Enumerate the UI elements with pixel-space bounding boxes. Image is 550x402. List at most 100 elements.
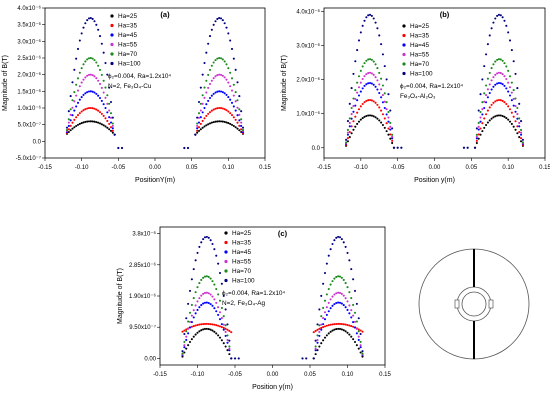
data-point xyxy=(492,116,495,119)
data-point xyxy=(73,91,76,94)
data-point xyxy=(342,329,345,332)
data-point xyxy=(220,282,223,285)
data-point xyxy=(93,107,96,110)
data-point xyxy=(69,129,72,132)
data-point xyxy=(322,323,325,326)
data-point xyxy=(357,75,361,78)
data-point xyxy=(490,117,493,120)
data-point xyxy=(520,140,523,143)
data-point xyxy=(490,88,493,91)
data-point xyxy=(98,122,102,125)
legend-entry: Ha=100 xyxy=(118,61,141,68)
data-point xyxy=(391,135,394,138)
data-point xyxy=(208,35,212,38)
data-point xyxy=(376,117,379,120)
data-point xyxy=(108,116,111,119)
data-point xyxy=(520,128,523,132)
data-point xyxy=(342,278,345,282)
data-point xyxy=(488,83,491,86)
x-tick-label: 0.10 xyxy=(342,372,354,378)
data-point xyxy=(227,110,230,113)
data-point xyxy=(481,78,484,81)
data-point xyxy=(356,122,359,126)
data-point xyxy=(374,85,377,88)
legend-entry: Ha=25 xyxy=(118,13,137,20)
data-point xyxy=(106,111,109,114)
data-point xyxy=(337,275,340,278)
data-point xyxy=(78,71,81,74)
data-point xyxy=(342,241,345,244)
data-point xyxy=(227,32,230,35)
gap-data-point xyxy=(462,146,466,149)
data-point xyxy=(365,73,368,76)
data-point xyxy=(67,130,70,134)
data-point xyxy=(98,35,102,38)
data-point xyxy=(67,121,70,124)
data-point xyxy=(496,82,499,85)
series-ha100 xyxy=(181,235,364,360)
data-point xyxy=(197,100,201,104)
data-point xyxy=(97,79,100,82)
data-point xyxy=(203,322,207,326)
data-point xyxy=(205,275,208,278)
data-point xyxy=(374,76,377,79)
data-point xyxy=(108,122,111,125)
data-point xyxy=(213,323,216,326)
data-point xyxy=(202,276,205,279)
data-point xyxy=(194,324,197,327)
data-point xyxy=(208,111,212,114)
data-point xyxy=(392,146,396,149)
data-point xyxy=(211,304,214,307)
data-point xyxy=(496,58,499,61)
legend-marker xyxy=(110,33,114,37)
data-point xyxy=(488,106,491,109)
data-point xyxy=(196,122,199,125)
data-point xyxy=(496,72,499,75)
data-point xyxy=(205,51,208,54)
data-point xyxy=(183,351,186,354)
data-point xyxy=(322,339,325,342)
data-point xyxy=(494,83,497,86)
data-point xyxy=(210,94,213,97)
data-point xyxy=(226,349,229,352)
data-point xyxy=(205,103,208,106)
data-point xyxy=(381,84,384,87)
data-point xyxy=(352,338,355,341)
data-point xyxy=(232,116,235,119)
legend-entry: Ha=25 xyxy=(410,23,429,30)
data-point xyxy=(346,308,349,312)
data-point xyxy=(104,107,107,110)
data-point xyxy=(86,91,89,94)
data-point xyxy=(357,347,360,350)
data-point xyxy=(368,58,372,61)
data-point xyxy=(348,121,351,125)
data-point xyxy=(520,131,523,134)
data-point xyxy=(312,357,315,360)
data-point xyxy=(352,278,355,281)
data-point xyxy=(203,327,207,331)
data-point xyxy=(486,96,489,99)
data-point xyxy=(520,137,523,140)
data-point xyxy=(338,291,342,295)
data-point xyxy=(209,323,212,326)
data-point xyxy=(385,101,388,104)
data-point xyxy=(359,105,362,108)
data-point xyxy=(508,120,512,123)
data-point xyxy=(187,320,190,323)
data-point xyxy=(387,111,390,114)
data-point xyxy=(205,301,208,304)
data-point xyxy=(93,75,96,78)
data-point xyxy=(219,73,223,76)
data-point xyxy=(100,112,103,115)
data-point xyxy=(71,99,74,102)
data-point xyxy=(505,102,508,106)
data-point xyxy=(374,21,377,24)
data-point xyxy=(322,326,325,329)
data-point xyxy=(223,60,226,63)
data-point xyxy=(75,94,78,97)
data-point xyxy=(185,335,188,338)
data-point xyxy=(320,315,323,318)
data-point xyxy=(208,68,212,71)
series-ha70 xyxy=(65,56,245,136)
data-point xyxy=(331,295,334,298)
